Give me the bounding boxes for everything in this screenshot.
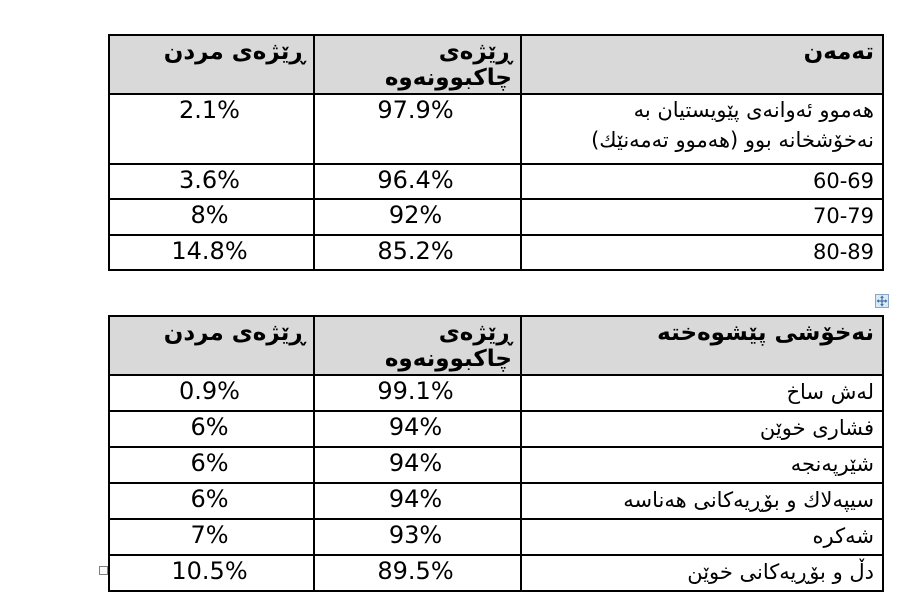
cell-condition[interactable]: دڵ و بۆڕیەکانی خوێن [520,554,884,592]
table-row: دڵ و بۆڕیەکانی خوێن 89.5% 10.5% [108,554,884,592]
table-row: شێرپەنجە 94% 6% [108,446,884,484]
cell-recovery-rate[interactable]: 94% [313,410,522,448]
cell-recovery-rate[interactable]: 94% [313,446,522,484]
cell-death-rate[interactable]: 0.9% [108,374,315,412]
table-header-row: نەخۆشی پێشوەختە ڕێژەی چاکبوونەوە ڕێژەی م… [108,315,884,376]
table-row: 70-79 92% 8% [108,198,884,236]
cell-condition[interactable]: فشاری خوێن [520,410,884,448]
cell-recovery-rate[interactable]: 96.4% [313,162,522,201]
table-row: لەش ساخ 99.1% 0.9% [108,374,884,412]
cell-death-rate[interactable]: 6% [108,482,315,520]
header-recovery-rate[interactable]: ڕێژەی چاکبوونەوە [313,34,522,95]
cell-age-group[interactable]: 60-69 [520,162,884,201]
cell-recovery-rate[interactable]: 94% [313,482,522,520]
cell-condition[interactable]: شێرپەنجە [520,446,884,484]
header-recovery-rate[interactable]: ڕێژەی چاکبوونەوە [313,315,522,376]
cell-recovery-rate[interactable]: 99.1% [313,374,522,412]
cell-death-rate[interactable]: 14.8% [108,233,315,272]
table-header-row: تەمەن ڕێژەی چاکبوونەوە ڕێژەی مردن [108,34,884,95]
table-row: 80-89 85.2% 14.8% [108,233,884,272]
header-death-rate[interactable]: ڕێژەی مردن [108,34,315,95]
header-death-rate[interactable]: ڕێژەی مردن [108,315,315,376]
cell-recovery-rate[interactable]: 97.9% [313,93,522,165]
table-row: 60-69 96.4% 3.6% [108,162,884,201]
header-preexisting-condition[interactable]: نەخۆشی پێشوەختە [520,315,884,376]
cell-recovery-rate[interactable]: 85.2% [313,233,522,272]
cell-age-group[interactable]: 80-89 [520,233,884,272]
cell-recovery-rate[interactable]: 89.5% [313,554,522,592]
table-row: شەکرە 93% 7% [108,518,884,556]
move-arrows-icon [876,295,888,307]
table-resize-handle[interactable] [99,566,108,575]
table-row: هەموو ئەوانەی پێویستیان بە نەخۆشخانە بوو… [108,93,884,165]
cell-recovery-rate[interactable]: 93% [313,518,522,556]
cell-death-rate[interactable]: 6% [108,446,315,484]
cell-death-rate[interactable]: 3.6% [108,162,315,201]
cell-death-rate[interactable]: 6% [108,410,315,448]
cell-death-rate[interactable]: 7% [108,518,315,556]
cell-age-group[interactable]: 70-79 [520,198,884,236]
cell-condition[interactable]: لەش ساخ [520,374,884,412]
cell-condition[interactable]: سیپەلاك و بۆڕیەکانی هەناسە [520,482,884,520]
cell-death-rate[interactable]: 10.5% [108,554,315,592]
table-row: سیپەلاك و بۆڕیەکانی هەناسە 94% 6% [108,482,884,520]
cell-death-rate[interactable]: 8% [108,198,315,236]
cell-recovery-rate[interactable]: 92% [313,198,522,236]
age-outcomes-table: تەمەن ڕێژەی چاکبوونەوە ڕێژەی مردن هەموو … [108,34,884,272]
table-move-handle-icon[interactable] [875,294,889,308]
preexisting-condition-outcomes-table: نەخۆشی پێشوەختە ڕێژەی چاکبوونەوە ڕێژەی م… [108,315,884,592]
cell-death-rate[interactable]: 2.1% [108,93,315,165]
cell-condition[interactable]: شەکرە [520,518,884,556]
cell-age-group[interactable]: هەموو ئەوانەی پێویستیان بە نەخۆشخانە بوو… [520,93,884,165]
table-row: فشاری خوێن 94% 6% [108,410,884,448]
header-age[interactable]: تەمەن [520,34,884,95]
